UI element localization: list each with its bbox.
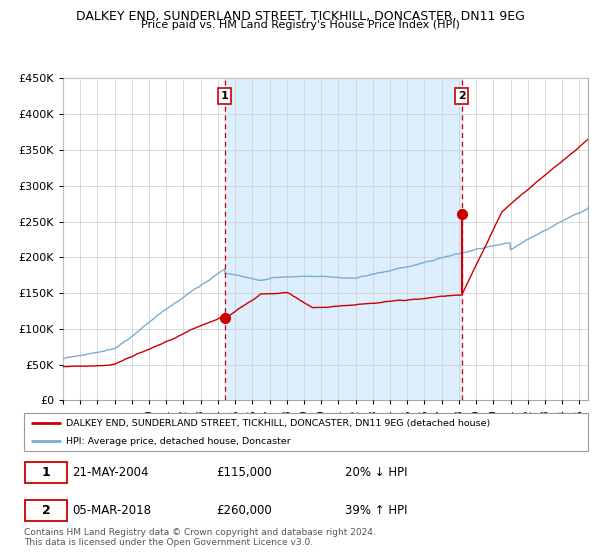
FancyBboxPatch shape (25, 462, 67, 483)
Text: 21-MAY-2004: 21-MAY-2004 (72, 466, 148, 479)
Text: Price paid vs. HM Land Registry's House Price Index (HPI): Price paid vs. HM Land Registry's House … (140, 20, 460, 30)
Text: 1: 1 (42, 466, 50, 479)
Text: 05-MAR-2018: 05-MAR-2018 (72, 504, 151, 517)
FancyBboxPatch shape (24, 413, 588, 451)
Text: 1: 1 (221, 91, 229, 101)
Text: 39% ↑ HPI: 39% ↑ HPI (346, 504, 408, 517)
Text: DALKEY END, SUNDERLAND STREET, TICKHILL, DONCASTER, DN11 9EG: DALKEY END, SUNDERLAND STREET, TICKHILL,… (76, 10, 524, 23)
Text: 2: 2 (42, 504, 50, 517)
Text: HPI: Average price, detached house, Doncaster: HPI: Average price, detached house, Donc… (66, 437, 291, 446)
FancyBboxPatch shape (25, 500, 67, 521)
Bar (224, 78, 462, 400)
Text: 20% ↓ HPI: 20% ↓ HPI (346, 466, 408, 479)
Text: £115,000: £115,000 (216, 466, 272, 479)
Text: 2: 2 (458, 91, 466, 101)
Text: DALKEY END, SUNDERLAND STREET, TICKHILL, DONCASTER, DN11 9EG (detached house): DALKEY END, SUNDERLAND STREET, TICKHILL,… (66, 418, 491, 427)
Text: Contains HM Land Registry data © Crown copyright and database right 2024.
This d: Contains HM Land Registry data © Crown c… (24, 528, 376, 547)
Text: £260,000: £260,000 (216, 504, 272, 517)
